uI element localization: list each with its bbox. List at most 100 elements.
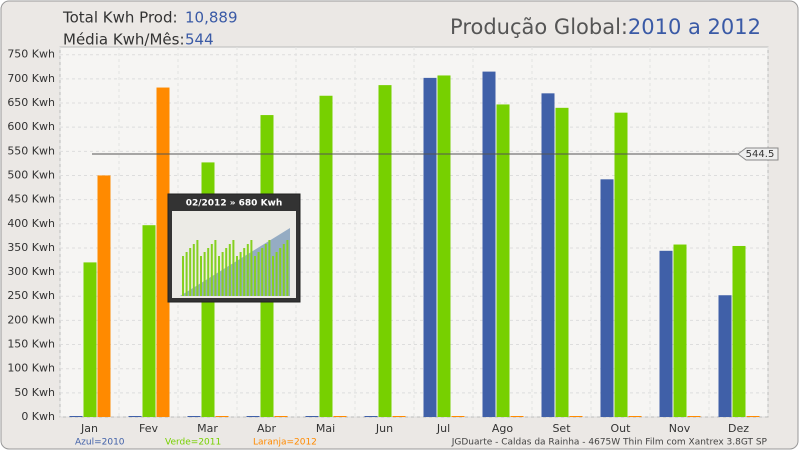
y-tick-label: 350 Kwh — [7, 241, 55, 254]
y-tick-label: 500 Kwh — [7, 168, 55, 181]
bar — [614, 112, 628, 418]
legend-entry: Verde=2011 — [165, 438, 221, 448]
tooltip-thumb-bar — [182, 256, 184, 296]
tooltip-thumb-bar — [203, 252, 206, 296]
tooltip-thumb-bar — [257, 252, 260, 296]
x-tick-label: Jan — [80, 422, 98, 435]
bar — [687, 416, 701, 417]
x-tick-label: Jun — [375, 422, 393, 435]
tooltip-thumb-bar — [232, 240, 235, 296]
bar — [628, 416, 642, 417]
y-tick-label: 0 Kwh — [21, 410, 55, 423]
tooltip-thumb-bar — [214, 240, 217, 296]
x-tick-label: Jul — [436, 422, 450, 435]
stat-value: 544 — [185, 31, 214, 49]
tooltip-thumb-bar — [275, 252, 278, 296]
bar — [274, 416, 288, 417]
x-tick-label: Out — [611, 422, 632, 435]
bar — [156, 87, 170, 417]
y-tick-label: 300 Kwh — [7, 265, 55, 278]
tooltip-text: 02/2012 » 680 Kwh — [186, 199, 283, 209]
x-tick-label: Fev — [139, 422, 158, 435]
tooltip-thumb-bar — [264, 244, 267, 296]
bar — [569, 416, 583, 417]
tooltip-thumb-bar — [268, 240, 271, 296]
tooltip-thumb-bar — [246, 244, 249, 296]
y-tick-label: 550 Kwh — [7, 144, 55, 157]
y-tick-label: 250 Kwh — [7, 289, 55, 302]
footer: JGDuarte - Caldas da Rainha - 4675W Thin… — [451, 438, 768, 448]
bar — [423, 77, 437, 418]
tooltip-thumb-bar — [261, 248, 264, 296]
y-tick-label: 750 Kwh — [7, 48, 55, 61]
tooltip-thumb-bar — [221, 252, 224, 296]
tooltip-thumb-bar — [243, 248, 246, 296]
bar — [128, 416, 142, 417]
bar — [378, 85, 392, 417]
bar — [246, 416, 260, 417]
legend-entry: Azul=2010 — [75, 438, 125, 448]
bar — [718, 295, 732, 417]
x-tick-label: Dez — [728, 422, 749, 435]
bar — [673, 244, 687, 417]
stat-value: 10,889 — [185, 9, 238, 27]
bar — [97, 175, 111, 417]
tooltip-thumb-bar — [192, 244, 195, 296]
x-tick-label: Nov — [669, 422, 691, 435]
y-tick-label: 700 Kwh — [7, 72, 55, 85]
y-tick-label: 150 Kwh — [7, 338, 55, 351]
bar — [305, 416, 319, 417]
tooltip-thumb-bar — [279, 248, 282, 296]
bar — [732, 245, 746, 417]
bar — [187, 416, 201, 417]
tooltip-thumb-bar — [207, 248, 210, 296]
y-tick-label: 400 Kwh — [7, 217, 55, 230]
x-tick-label: Mai — [316, 422, 335, 435]
bar — [659, 250, 673, 417]
tooltip-thumb-bar — [239, 252, 242, 296]
bar — [746, 416, 760, 417]
chart-subtitle: 2010 a 2012 — [628, 15, 761, 39]
tooltip-thumb-bar — [250, 240, 253, 296]
chart-title: Produção Global: — [450, 15, 628, 39]
bar — [83, 262, 97, 417]
bar — [364, 416, 378, 417]
tooltip-thumb-bar — [189, 248, 192, 296]
bar — [451, 416, 465, 417]
tooltip-thumb-bar — [210, 244, 213, 296]
stat-label: Total Kwh Prod: — [62, 9, 178, 27]
y-tick-label: 100 Kwh — [7, 362, 55, 375]
y-tick-label: 50 Kwh — [14, 386, 55, 399]
tooltip-thumb-bar — [228, 244, 231, 296]
stat-label: Média Kwh/Mês: — [63, 31, 185, 49]
tooltip-thumb-bar — [236, 256, 238, 296]
tooltip-thumb-bar — [218, 256, 220, 296]
bar — [541, 93, 555, 417]
bar — [496, 104, 510, 417]
y-tick-label: 600 Kwh — [7, 120, 55, 133]
tooltip-thumb-bar — [196, 240, 199, 296]
tooltip-thumb-bar — [286, 240, 289, 296]
bar — [319, 95, 333, 418]
bar — [555, 107, 569, 418]
average-label: 544.5 — [746, 149, 775, 160]
bar — [215, 416, 229, 417]
tooltip-thumb-bar — [282, 244, 285, 296]
x-tick-label: Ago — [492, 422, 514, 435]
tooltip-thumb-bar — [254, 256, 256, 296]
x-tick-label: Set — [552, 422, 571, 435]
x-tick-label: Mar — [197, 422, 218, 435]
bar — [333, 416, 347, 417]
bar — [142, 225, 156, 417]
y-tick-label: 650 Kwh — [7, 96, 55, 109]
bar — [600, 179, 614, 417]
legend-entry: Laranja=2012 — [253, 438, 317, 448]
bar — [437, 75, 451, 417]
y-tick-label: 450 Kwh — [7, 193, 55, 206]
x-tick-label: Abr — [257, 422, 277, 435]
y-tick-label: 200 Kwh — [7, 313, 55, 326]
bar — [482, 71, 496, 417]
tooltip-thumb-bar — [200, 256, 202, 296]
bar — [392, 416, 406, 417]
